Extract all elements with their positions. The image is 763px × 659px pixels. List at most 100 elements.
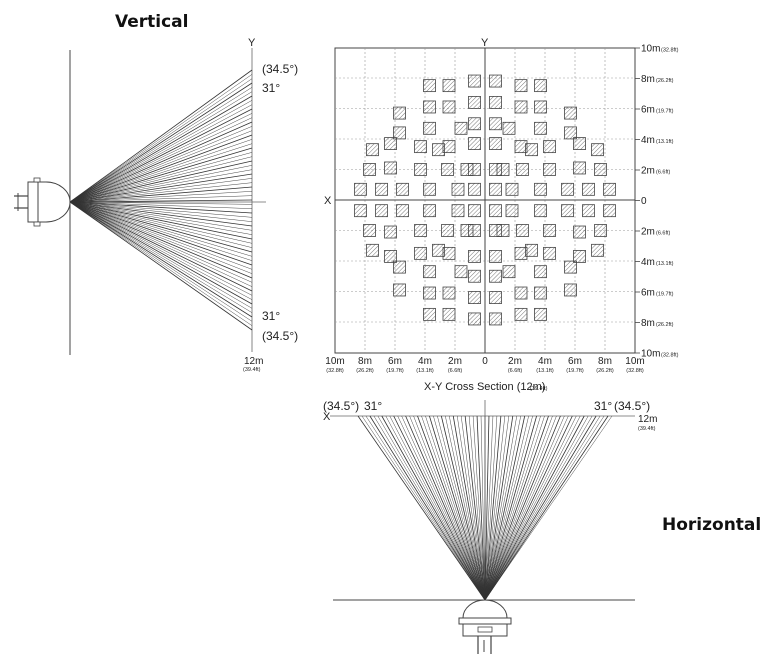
- vertical-angle-inner-bottom: 31°: [262, 309, 280, 323]
- cross-section-caption-ft: (39.4ft): [530, 386, 548, 392]
- detection-zone-cell: [423, 286, 436, 300]
- horizontal-fan-ray: [425, 415, 486, 601]
- vertical-fan-ray: [69, 201, 253, 261]
- bottom-scale-label-m: 10m: [625, 356, 644, 367]
- detection-zone-cell: [489, 291, 502, 305]
- detection-zone-cell: [384, 137, 397, 150]
- detection-zone-cell: [363, 224, 376, 237]
- vertical-fan-ray: [69, 104, 253, 203]
- detection-zone-cell: [489, 137, 502, 150]
- detection-zone-cell: [594, 163, 607, 176]
- detection-zone-cell: [451, 204, 465, 218]
- bottom-scale-label-ft: (13.1ft): [536, 368, 554, 374]
- vertical-fan-rays: [69, 69, 253, 331]
- horizontal-range-m: 12m: [638, 414, 657, 425]
- horizontal-fan-ray: [484, 415, 533, 601]
- vertical-fan-ray: [69, 201, 253, 248]
- right-scale-label-ft: (32.8ft): [661, 353, 679, 359]
- detection-zone-cell: [375, 182, 388, 196]
- bottom-scale-label-ft: (26.2ft): [356, 368, 374, 374]
- vertical-fan-ray: [69, 191, 253, 203]
- right-scale-label-m: 2m: [641, 227, 655, 238]
- right-scale-label-ft: (32.8ft): [661, 48, 679, 54]
- vertical-fan-ray: [69, 201, 253, 218]
- detection-zone-cell: [366, 143, 379, 157]
- detection-zone-cell: [591, 143, 604, 157]
- detection-zone-cell: [543, 224, 556, 237]
- horizontal-fan-ray: [357, 415, 486, 601]
- detection-zone-cell: [414, 246, 427, 260]
- detection-zone-cell: [564, 126, 577, 140]
- right-scale-label-m: 8m: [641, 318, 655, 329]
- horizontal-fan-ray: [484, 415, 589, 601]
- vertical-fan-ray: [69, 201, 253, 279]
- detection-zones: [354, 74, 616, 326]
- bottom-scale-label-ft: (32.8ft): [326, 368, 344, 374]
- detection-zone-cell: [489, 312, 502, 326]
- detection-zone-cell: [454, 265, 468, 279]
- horizontal-fan-ray: [445, 415, 486, 601]
- horizontal-angle-inner-left: 31°: [364, 399, 382, 413]
- bottom-scale-label-m: 6m: [388, 356, 402, 367]
- vertical-fan-ray: [69, 100, 253, 203]
- detection-zone-cell: [441, 163, 454, 176]
- detection-zone-cell: [525, 143, 538, 157]
- horizontal-fan-ray: [377, 415, 486, 601]
- detection-zone-cell: [468, 182, 481, 196]
- cross-section-bottom-scale: 10m(32.8ft)8m(26.2ft)6m(19.7ft)4m(13.1ft…: [325, 356, 644, 374]
- detection-zone-cell: [468, 74, 481, 88]
- vertical-fan-ray: [69, 165, 253, 203]
- detection-zone-cell: [514, 307, 528, 321]
- horizontal-fan-ray: [421, 415, 486, 601]
- horizontal-fan-ray: [484, 415, 502, 601]
- horizontal-fan-ray: [484, 415, 506, 601]
- detection-zone-cell: [489, 204, 502, 218]
- detection-zone-cell: [534, 79, 547, 93]
- detection-zone-cell: [516, 163, 529, 176]
- detection-zone-cell: [442, 100, 456, 114]
- detection-zone-cell: [423, 182, 436, 196]
- vertical-fan-ray: [69, 201, 253, 209]
- horizontal-fan-ray: [433, 415, 486, 601]
- detection-zone-cell: [423, 307, 436, 321]
- right-scale-label-ft: (19.7ft): [656, 109, 674, 115]
- right-scale-label-m: 6m: [641, 105, 655, 116]
- vertical-fan-ray: [69, 201, 253, 244]
- detection-zone-cell: [442, 140, 456, 154]
- horizontal-axis-x-label: X: [323, 411, 331, 423]
- horizontal-fan-ray: [397, 415, 486, 601]
- vertical-fan-ray: [69, 74, 253, 203]
- horizontal-fan-ray: [484, 415, 526, 601]
- cross-section-axis-y-label: Y: [481, 37, 489, 49]
- vertical-fan-ray: [69, 117, 253, 203]
- vertical-fan-ray: [69, 201, 253, 322]
- bottom-scale-label-m: 0: [482, 356, 488, 367]
- bottom-scale-label-m: 4m: [538, 356, 552, 367]
- horizontal-fan-ray: [484, 415, 521, 601]
- detection-zone-cell: [414, 140, 427, 154]
- vertical-fan-ray: [69, 201, 253, 235]
- vertical-fan-ray: [69, 156, 253, 203]
- horizontal-fan-ray: [484, 415, 553, 601]
- detection-zone-cell: [496, 163, 510, 176]
- horizontal-fan-ray: [385, 415, 486, 601]
- horizontal-fan-ray: [417, 415, 486, 601]
- horizontal-fan-rays: [357, 415, 613, 601]
- horizontal-fan-ray: [484, 415, 573, 601]
- vertical-fan-ray: [69, 201, 253, 231]
- bottom-scale-label-m: 4m: [418, 356, 432, 367]
- detection-zone-cell: [564, 260, 577, 274]
- detection-zone-cell: [573, 161, 586, 175]
- vertical-fan-ray: [69, 121, 253, 203]
- detection-zone-cell: [354, 204, 367, 218]
- detection-zone-cell: [468, 117, 481, 131]
- horizontal-fan-ray: [484, 415, 510, 601]
- horizontal-fan-ray: [484, 415, 549, 601]
- vertical-fan-ray: [69, 201, 253, 300]
- detection-zone-cell: [393, 283, 406, 297]
- vertical-fan-ray: [69, 195, 253, 203]
- horizontal-fan-ray: [464, 415, 486, 601]
- detection-zone-cell: [468, 269, 481, 283]
- horizontal-range-ft: (39.4ft): [638, 426, 656, 432]
- vertical-fan-ray: [69, 201, 253, 253]
